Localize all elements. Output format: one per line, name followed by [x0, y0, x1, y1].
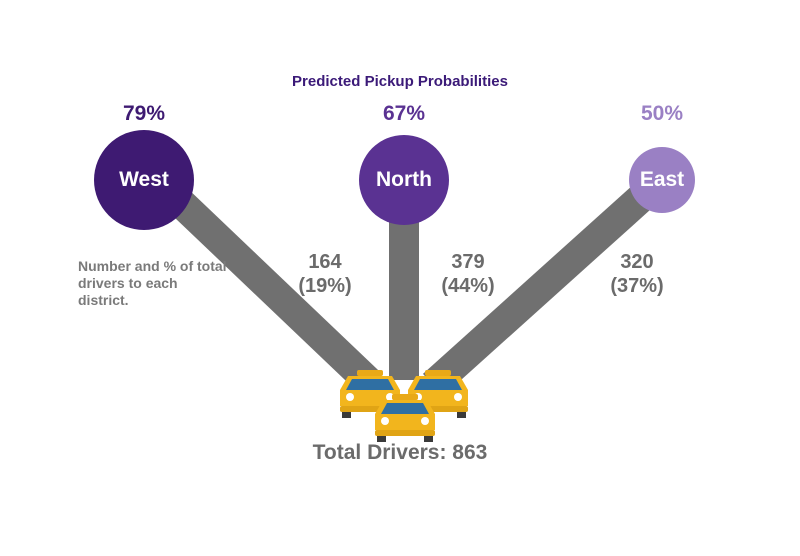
road-east [422, 185, 653, 397]
east-driver-share: (37%) [610, 275, 664, 297]
district-label-west: West [119, 168, 169, 191]
total-drivers: Total Drivers: 863 [312, 441, 488, 464]
drivers-note: Number and % of total drivers to each di… [78, 258, 227, 308]
district-circle-west [94, 130, 194, 230]
diagram-title: Predicted Pickup Probabilities [292, 73, 508, 90]
taxi-icon [375, 394, 435, 442]
east-driver-number: 320 [620, 251, 654, 273]
north-driver-count: 379 (44%) [413, 250, 523, 298]
east-probability: 50% [640, 102, 684, 125]
district-label-east: East [639, 168, 685, 191]
district-circle-north [359, 135, 449, 225]
north-driver-number: 379 [451, 251, 485, 273]
district-label-north: North [376, 168, 432, 191]
road-west [169, 191, 383, 396]
west-probability: 79% [122, 102, 166, 125]
north-probability: 67% [382, 102, 426, 125]
west-driver-number: 164 [308, 251, 342, 273]
west-driver-count: 164 (19%) [270, 250, 380, 298]
west-driver-share: (19%) [298, 275, 352, 297]
taxi-icon [340, 370, 400, 418]
north-driver-share: (44%) [441, 275, 495, 297]
east-driver-count: 320 (37%) [582, 250, 692, 298]
district-circle-east [629, 147, 695, 213]
